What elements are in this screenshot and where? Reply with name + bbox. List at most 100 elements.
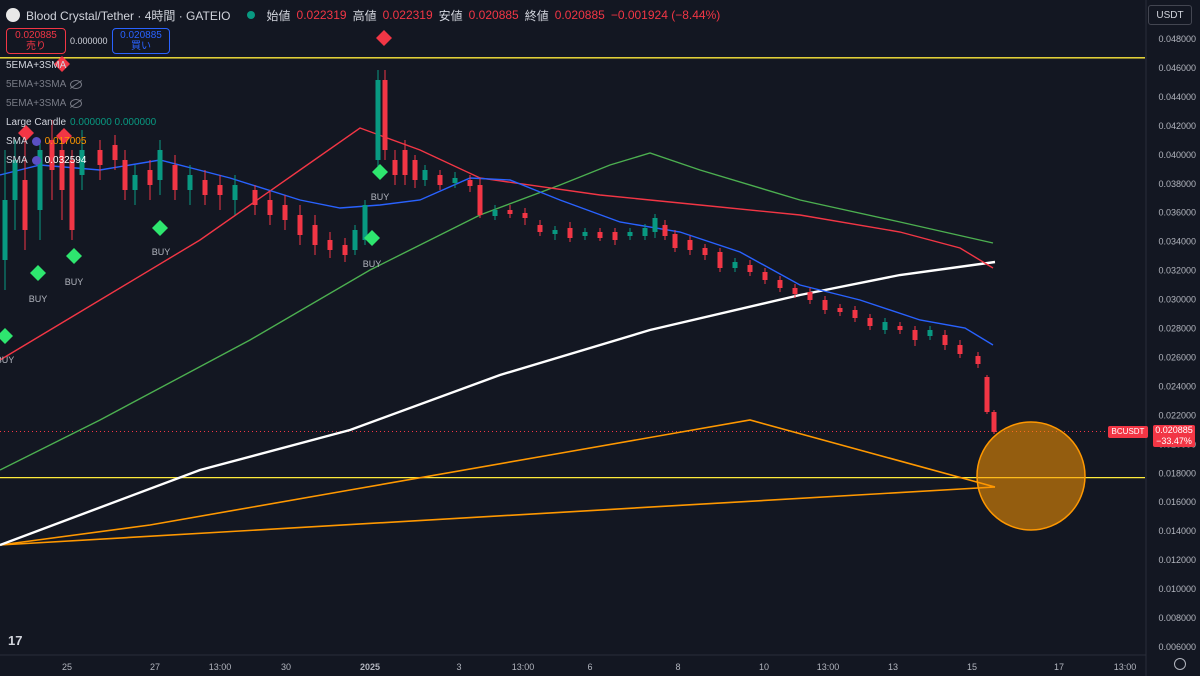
candle-body <box>402 150 408 175</box>
candle-body <box>312 225 318 245</box>
open-label: 始値 <box>266 8 291 23</box>
candle-body <box>59 150 65 190</box>
candle-body <box>267 200 273 215</box>
highlight-circle <box>976 421 1086 531</box>
candle-body <box>362 205 368 240</box>
candle-body <box>97 150 103 165</box>
candle-body <box>567 228 573 238</box>
candle-body <box>642 228 648 236</box>
hidden-eye-icon[interactable] <box>70 99 83 108</box>
time-tick-label: 13 <box>888 662 898 672</box>
hidden-eye-icon[interactable] <box>70 80 83 89</box>
price-tick-label: 0.016000 <box>1158 497 1196 507</box>
candle-body <box>112 145 118 160</box>
candle-body <box>282 205 288 220</box>
candle-body <box>957 345 963 354</box>
sell-button[interactable]: 0.020885 売り <box>6 28 66 54</box>
time-tick-label: 10 <box>759 662 769 672</box>
buy-signal-label: BUY <box>371 192 390 202</box>
price-tick-label: 0.030000 <box>1158 295 1196 305</box>
gear-icon[interactable] <box>1174 658 1186 670</box>
indicator-row[interactable]: SMA 0.032594 <box>6 155 86 166</box>
candle-body <box>897 326 903 330</box>
buy-button[interactable]: 0.020885 買い <box>112 28 170 54</box>
price-tick-label: 0.024000 <box>1158 381 1196 391</box>
indicator-row[interactable]: Large Candle 0.000000 0.000000 <box>6 117 156 128</box>
buy-signal-label: BUY <box>363 259 382 269</box>
buy-signal-label: BUY <box>29 294 48 304</box>
candle-body <box>12 160 18 200</box>
time-tick-label: 6 <box>587 662 592 672</box>
price-axis-panel <box>1146 0 1200 676</box>
buy-signal-label: BUY <box>0 355 14 365</box>
candle-body <box>777 280 783 288</box>
candle-body <box>187 175 193 190</box>
indicator-value: 0.017005 <box>44 136 87 147</box>
buy-signal-marker <box>372 164 388 180</box>
time-tick-label: 13:00 <box>209 662 232 672</box>
low-label: 安値 <box>438 8 463 23</box>
candle-body <box>412 160 418 180</box>
candle-body <box>422 170 428 180</box>
candle-body <box>747 265 753 272</box>
indicator-row[interactable]: 5EMA+3SMA <box>6 60 66 71</box>
buy-signal-label: BUY <box>65 277 84 287</box>
candle-body <box>687 240 693 250</box>
candle-body <box>392 160 398 175</box>
change-value: −0.001924 (−8.44%) <box>610 8 721 22</box>
candle-body <box>867 318 873 326</box>
candle-body <box>202 180 208 195</box>
candle-body <box>717 252 723 268</box>
candle-body <box>597 232 603 238</box>
time-tick-label: 13:00 <box>1114 662 1137 672</box>
candle-body <box>627 232 633 236</box>
indicator-name: 5EMA+3SMA <box>6 60 67 71</box>
close-label: 終値 <box>524 8 549 23</box>
indicator-value: 0.000000 0.000000 <box>70 117 157 128</box>
candle-body <box>652 218 658 232</box>
price-tick-label: 0.038000 <box>1158 179 1196 189</box>
last-price-change: −33.47% <box>1156 436 1192 446</box>
candle-body <box>2 200 8 260</box>
price-tick-label: 0.044000 <box>1158 92 1196 102</box>
candle-body <box>975 356 981 364</box>
time-tick-label: 8 <box>675 662 680 672</box>
candle-body <box>382 80 388 150</box>
sell-signal-marker <box>376 30 392 46</box>
price-tick-label: 0.032000 <box>1158 266 1196 276</box>
time-tick-label: 2025 <box>360 662 380 672</box>
indicator-row[interactable]: SMA 0.017005 <box>6 136 86 147</box>
price-tick-label: 0.010000 <box>1158 584 1196 594</box>
indicator-row[interactable]: 5EMA+3SMA <box>6 98 83 109</box>
open-value: 0.022319 <box>296 8 347 22</box>
time-tick-label: 13:00 <box>817 662 840 672</box>
price-tick-label: 0.042000 <box>1158 121 1196 131</box>
candle-body <box>217 185 223 195</box>
tradingview-logo[interactable]: 17 <box>8 633 23 648</box>
buy-signal-marker <box>0 328 13 344</box>
time-tick-label: 17 <box>1054 662 1064 672</box>
currency-selector[interactable]: USDT <box>1148 5 1192 25</box>
buy-signal-marker <box>30 265 46 281</box>
candle-body <box>477 185 483 215</box>
candle-body <box>467 180 473 186</box>
candle-body <box>927 330 933 336</box>
candle-body <box>942 335 948 345</box>
price-tick-label: 0.022000 <box>1158 410 1196 420</box>
chart-header: Blood Crystal/Tether · 4時間 · GATEIO 始値 0.… <box>6 6 720 24</box>
time-tick-label: 27 <box>150 662 160 672</box>
buy-label: 買い <box>131 41 151 52</box>
indicator-source-icon <box>31 156 41 165</box>
indicator-value: 0.032594 <box>44 155 87 166</box>
sma-200-line <box>0 260 996 547</box>
symbol-title[interactable]: Blood Crystal/Tether · 4時間 · GATEIO <box>26 8 231 23</box>
indicator-row[interactable]: 5EMA+3SMA <box>6 79 83 90</box>
price-tick-label: 0.028000 <box>1158 324 1196 334</box>
candle-body <box>807 292 813 300</box>
price-tick-label: 0.008000 <box>1158 613 1196 623</box>
candle-body <box>537 225 543 232</box>
candle-body <box>79 150 85 175</box>
price-tick-label: 0.040000 <box>1158 150 1196 160</box>
candle-body <box>507 210 513 214</box>
